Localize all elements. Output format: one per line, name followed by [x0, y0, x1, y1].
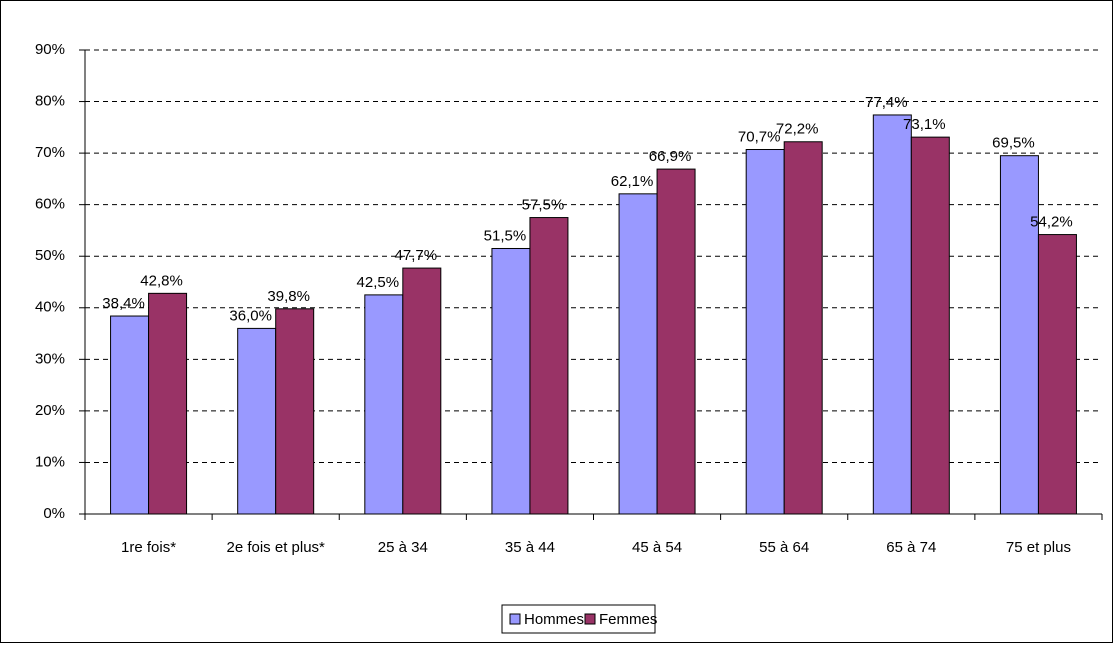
bar: [275, 308, 315, 515]
value-label: 73,1%: [903, 116, 946, 133]
value-label: 69,5%: [992, 135, 1035, 152]
value-label: 54,2%: [1030, 214, 1073, 231]
value-label: 51,5%: [484, 227, 527, 244]
y-tick-label: 10%: [35, 453, 65, 470]
x-tick-label: 2e fois et plus*: [226, 539, 325, 556]
bar: [618, 193, 658, 515]
x-tick-label: 75 et plus: [1006, 539, 1071, 556]
value-label: 72,2%: [776, 121, 819, 138]
y-tick-label: 50%: [35, 247, 65, 264]
value-label: 38,4%: [102, 295, 145, 312]
x-tick-label: 35 à 44: [505, 539, 555, 556]
y-tick-label: 90%: [35, 41, 65, 58]
value-label: 70,7%: [738, 128, 781, 145]
y-tick-label: 40%: [35, 299, 65, 316]
value-label: 36,0%: [229, 307, 272, 324]
legend-label: Hommes: [524, 611, 584, 628]
bar: [529, 217, 569, 515]
y-tick-label: 30%: [35, 350, 65, 367]
value-label: 62,1%: [611, 173, 654, 190]
x-tick-label: 1re fois*: [121, 539, 176, 556]
bar: [402, 267, 442, 515]
y-tick-label: 60%: [35, 196, 65, 213]
legend-label: Femmes: [599, 611, 657, 628]
value-label: 77,4%: [865, 94, 908, 111]
x-tick-label: 45 à 54: [632, 539, 682, 556]
value-label: 57,5%: [522, 197, 565, 214]
legend-swatch: [584, 613, 596, 625]
value-label: 47,7%: [395, 247, 438, 264]
y-tick-label: 0%: [43, 505, 65, 522]
bar: [656, 168, 696, 515]
y-tick-label: 70%: [35, 144, 65, 161]
bar: [110, 315, 150, 515]
bar: [910, 136, 950, 515]
bar: [783, 141, 823, 515]
y-tick-label: 20%: [35, 402, 65, 419]
value-label: 42,8%: [140, 272, 183, 289]
y-tick-label: 80%: [35, 93, 65, 110]
bar: [237, 327, 277, 515]
bar: [999, 155, 1039, 515]
legend-box: [501, 604, 656, 634]
bar: [148, 292, 188, 515]
bar: [745, 149, 785, 515]
bar: [872, 114, 912, 515]
bar: [364, 294, 404, 515]
x-tick-label: 55 à 64: [759, 539, 809, 556]
x-tick-label: 65 à 74: [886, 539, 936, 556]
bar: [491, 247, 531, 515]
bar: [1037, 234, 1077, 515]
value-label: 42,5%: [357, 274, 400, 291]
value-label: 66,9%: [649, 148, 692, 165]
x-tick-label: 25 à 34: [378, 539, 428, 556]
legend-swatch: [509, 613, 521, 625]
value-label: 39,8%: [267, 288, 310, 305]
